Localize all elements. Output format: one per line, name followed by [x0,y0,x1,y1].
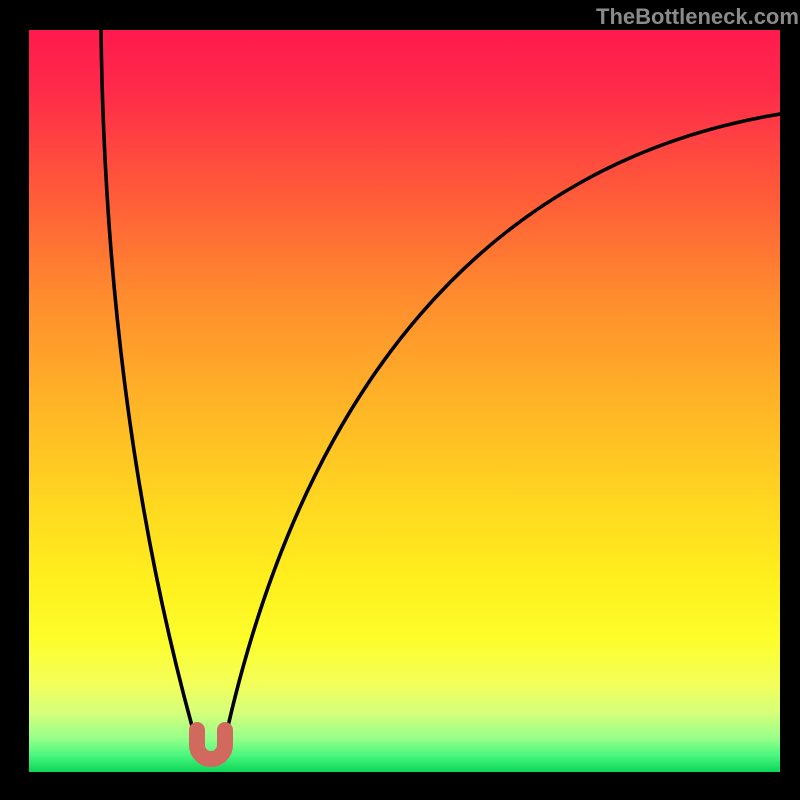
chart-frame: TheBottleneck.com X [0,0,800,800]
plot-svg [29,30,780,772]
watermark-text: TheBottleneck.com [596,4,799,30]
plot-area [29,30,780,772]
